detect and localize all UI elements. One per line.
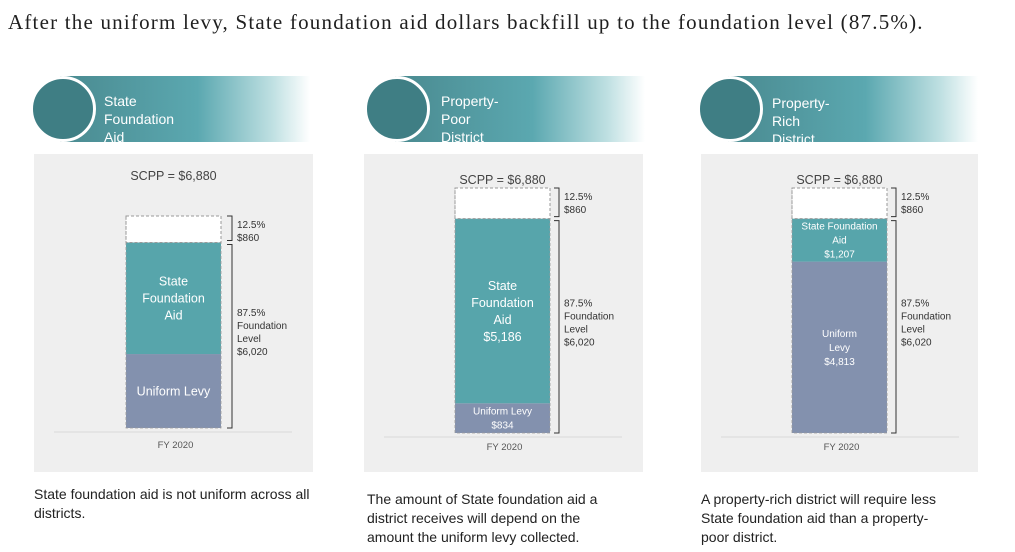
panel-banner-title: Property-Poor District <box>441 92 499 146</box>
bracket-label: 12.5% <box>237 220 265 231</box>
bar-segment-label: $5,186 <box>483 330 521 344</box>
bar-segment-label: Uniform Levy <box>137 384 211 398</box>
bar-segment <box>791 187 888 220</box>
stacked-bar-chart: Uniform Levy State Foundation Aid SCPP = $6,… <box>54 169 292 451</box>
panel-banner <box>728 76 978 142</box>
bracket-label: $860 <box>901 205 924 216</box>
bracket-label: $6,020 <box>237 347 268 358</box>
caption-line: The amount of State foundation aid a <box>367 491 598 507</box>
bar-outline <box>791 187 888 434</box>
caption-line: amount the uniform levy collected. <box>367 529 580 545</box>
bracket-label: Level <box>901 324 925 335</box>
bar-segment <box>455 403 550 433</box>
caption-line: State foundation aid is not uniform acro… <box>34 486 310 502</box>
chart-box: Uniform Levy $834 State Foundation Aid $5,186… <box>364 154 643 472</box>
banner-line: Aid <box>104 129 125 145</box>
panel-banner <box>395 76 645 142</box>
bar-segment-label: State <box>488 279 517 293</box>
panel-banner <box>60 76 310 142</box>
bar-outline <box>125 215 222 429</box>
stacked-bar-chart: Uniform Levy $834 State Foundation Aid $5,186… <box>384 173 622 453</box>
banner-line: District <box>772 131 815 147</box>
bracket-label: 12.5% <box>901 192 929 203</box>
bracket-label: $6,020 <box>564 337 595 348</box>
panel-banner-title: Property-Rich District <box>772 94 830 148</box>
bar-outline <box>454 187 551 434</box>
chart-box: Uniform Levy $4,813 State Foundation Aid $1,2… <box>701 154 978 472</box>
foundation-bracket <box>227 244 233 429</box>
page-title: After the uniform levy, State foundation… <box>8 10 924 34</box>
caption-line: poor district. <box>701 529 778 545</box>
bar-segment-label: $834 <box>491 421 514 432</box>
chart-box: Uniform Levy State Foundation Aid SCPP = $6,… <box>34 154 313 472</box>
caption-line: A property-rich district will require le… <box>701 491 936 507</box>
panel-caption: The amount of State foundation aid a dis… <box>367 490 647 547</box>
banner-circle-icon <box>30 76 96 142</box>
bracket-label: 12.5% <box>564 192 592 203</box>
bracket-label: 87.5% <box>564 298 592 309</box>
bar-segment <box>126 242 221 355</box>
bar-segment <box>126 354 221 428</box>
bar-segment-label: $1,207 <box>824 250 855 261</box>
gap-bracket <box>554 187 560 218</box>
bar-segment <box>792 261 887 433</box>
bracket-label: Foundation <box>901 311 951 322</box>
x-tick-label: FY 2020 <box>158 440 194 451</box>
bar-segment-label: Aid <box>832 236 846 247</box>
bracket-label: 87.5% <box>901 298 929 309</box>
bar-segment-label: Aid <box>164 309 182 323</box>
bar-segment-label: Foundation <box>142 292 205 306</box>
bracket-label: Level <box>237 334 261 345</box>
bracket-label: $6,020 <box>901 337 932 348</box>
bracket-label: $860 <box>564 205 587 216</box>
total-label: SCPP = $6,880 <box>796 173 882 187</box>
banner-line: Property-Poor <box>441 93 499 127</box>
gap-bracket <box>227 215 233 241</box>
bar-segment-label: Levy <box>829 343 850 354</box>
x-tick-label: FY 2020 <box>487 442 523 453</box>
total-label: SCPP = $6,880 <box>459 173 545 187</box>
panel-banner-title: State Foundation Aid <box>104 92 174 146</box>
bar-segment <box>125 215 222 243</box>
banner-circle-icon <box>364 76 430 142</box>
panel-caption: A property-rich district will require le… <box>701 490 991 547</box>
foundation-bracket <box>554 220 560 434</box>
banner-circle-icon <box>697 76 763 142</box>
bar-segment-label: Foundation <box>471 296 534 310</box>
panel-caption: State foundation aid is not uniform acro… <box>34 485 334 523</box>
foundation-bracket <box>891 220 897 434</box>
bar-segment <box>454 187 551 220</box>
caption-line: district receives will depend on the <box>367 510 581 526</box>
bracket-label: 87.5% <box>237 308 265 319</box>
bracket-label: Level <box>564 324 588 335</box>
gap-bracket <box>891 187 897 218</box>
caption-line: districts. <box>34 505 86 521</box>
bar-segment-label: Aid <box>493 313 511 327</box>
bar-segment <box>792 218 887 262</box>
stacked-bar-chart: Uniform Levy $4,813 State Foundation Aid $1,2… <box>721 173 959 453</box>
bar-segment-label: $4,813 <box>824 357 855 368</box>
bar-segment-label: State <box>159 275 188 289</box>
x-tick-label: FY 2020 <box>824 442 860 453</box>
bar-segment-label: Uniform Levy <box>473 407 532 418</box>
bar-segment-label: Uniform <box>822 329 857 340</box>
banner-line: State Foundation <box>104 93 175 127</box>
caption-line: State foundation aid than a property- <box>701 510 929 526</box>
banner-line: Property-Rich <box>772 95 830 129</box>
bracket-label: $860 <box>237 233 260 244</box>
bar-segment <box>455 218 550 404</box>
banner-line: District <box>441 129 484 145</box>
bracket-label: Foundation <box>237 321 287 332</box>
bracket-label: Foundation <box>564 311 614 322</box>
total-label: SCPP = $6,880 <box>130 169 216 183</box>
bar-segment-label: State Foundation <box>801 222 877 233</box>
